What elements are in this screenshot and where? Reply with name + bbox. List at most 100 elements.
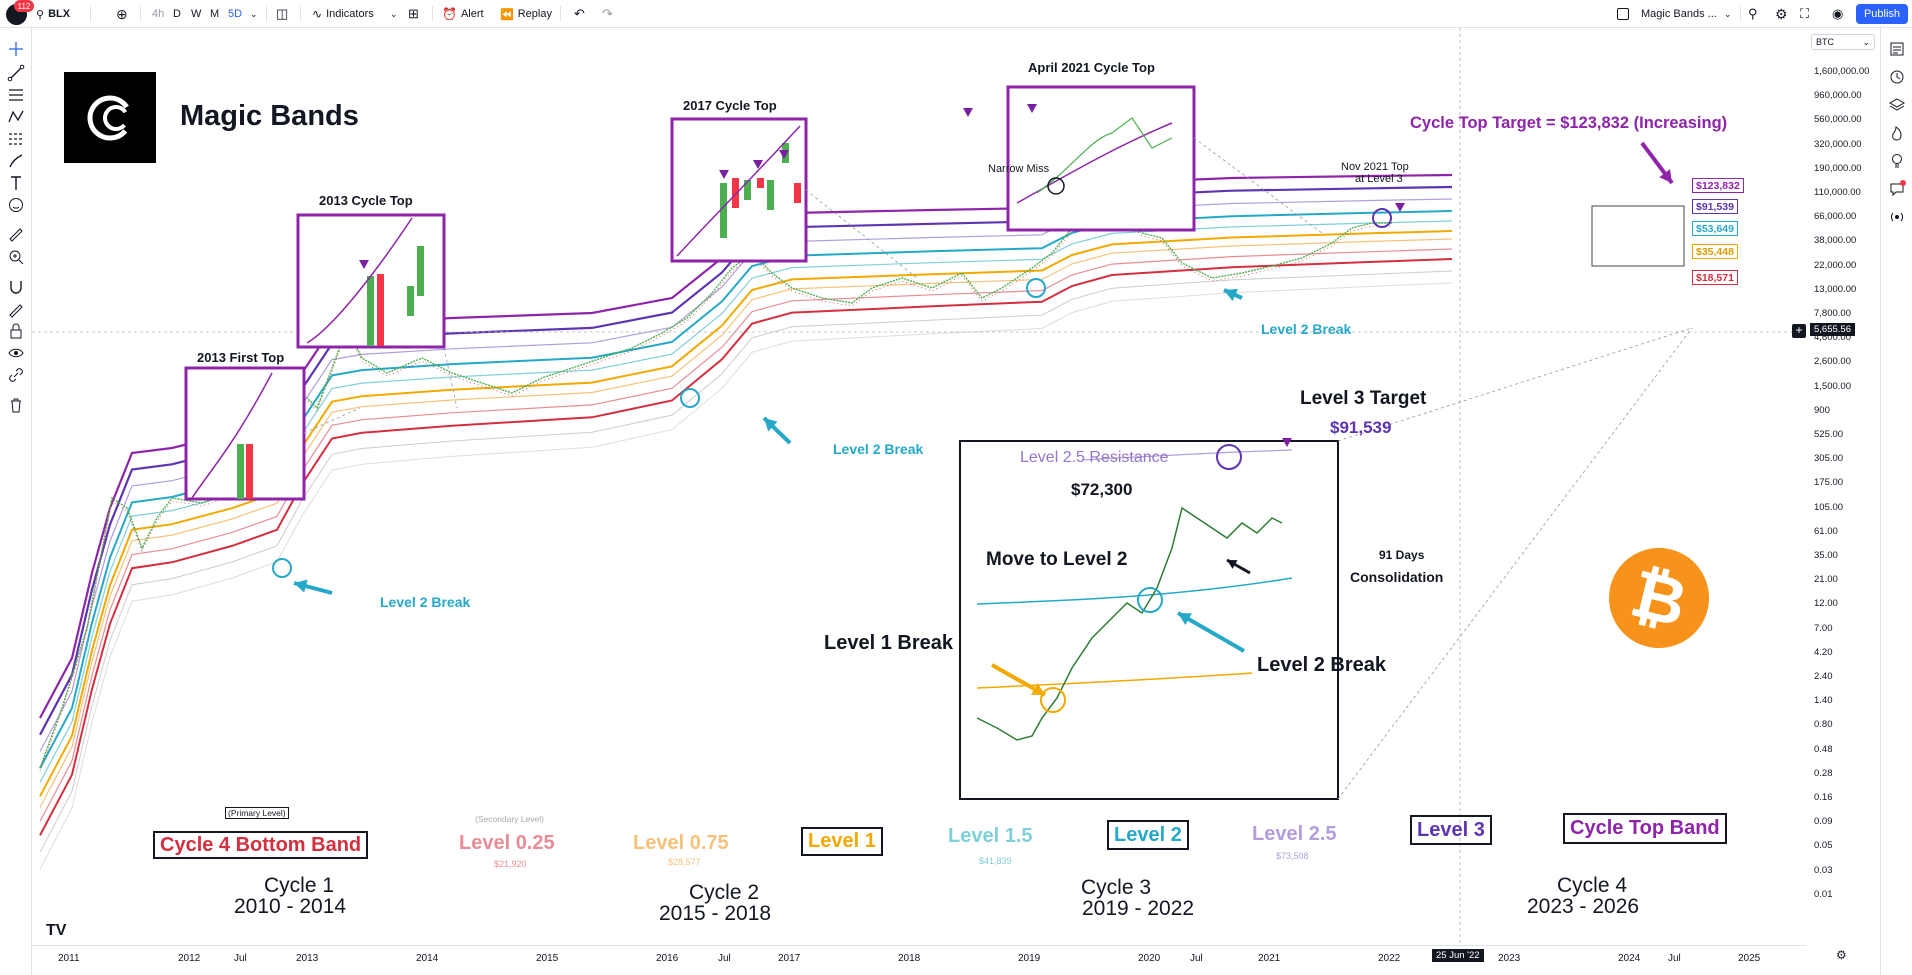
layout-checkbox[interactable] [1617,0,1629,28]
hotlist-flame-icon[interactable] [1888,124,1906,142]
text-icon[interactable] [7,174,25,192]
timeframe-4h[interactable]: 4h [152,8,165,20]
chevron-down-icon: ⌄ [1724,8,1732,19]
eye-icon[interactable] [7,344,25,362]
magnet-icon[interactable] [7,278,25,296]
timeframe-5d[interactable]: 5D [228,8,243,20]
plus-circle-icon: ⊕ [116,5,128,22]
title-april-2021-cycle-top: April 2021 Cycle Top [1028,60,1155,75]
trend-line-icon[interactable] [7,64,25,82]
link-icon[interactable] [7,366,25,384]
timeframe-dropdown[interactable]: ⌄ [250,0,258,28]
symbol-name: BLX [48,8,71,20]
alerts-clock-icon[interactable] [1888,68,1906,86]
nov-2021-top-sub: at Level 3 [1355,173,1403,185]
legend-level-25-value: $73,508 [1276,851,1309,861]
time-scale-label: 2024 [1618,953,1641,964]
time-scale-label: 2014 [416,953,439,964]
replay-button[interactable]: ⏪ Replay [500,0,552,28]
box-2013-first-top [184,366,306,501]
ruler-icon[interactable] [7,226,25,244]
connector-line [1337,327,1693,442]
undo-button[interactable]: ↶ [574,0,585,28]
chat-icon[interactable] [1888,180,1906,198]
timeframe-m[interactable]: M [210,8,220,20]
drawing-toolbar [0,28,32,975]
price-axis[interactable]: 1,600,000.00 960,000.00 560,000.00 320,000.… [1806,28,1880,948]
level-2-break-arrow-2-head [764,418,778,432]
top-marker-arrow [1282,438,1292,447]
time-axis-settings-icon[interactable]: ⚙ [1836,948,1847,962]
candle-down [757,178,764,188]
alert-button[interactable]: ⏰ Alert [442,0,484,28]
timeframe-d[interactable]: D [173,8,181,20]
level-1-break-circle [1040,687,1066,713]
legend-level-15: Level 1.5 [948,825,1033,847]
time-scale-label: 2022 [1378,953,1401,964]
currency-select[interactable]: BTC ⌄ [1811,34,1875,50]
layout-dropdown[interactable]: ⌄ [1724,0,1732,28]
drawing-mode-icon[interactable] [7,300,25,318]
quick-search-button[interactable]: ⚲ [1748,0,1758,28]
grid-icon: ⊞ [408,6,419,21]
inset-band-line [1016,122,1173,204]
top-marker-arrow [963,108,973,117]
cycle-2-name: Cycle 2 [689,881,760,904]
price-scale-label: 0.28 [1814,767,1833,779]
candles-icon: ◫ [276,6,289,21]
indicators-label: Indicators [326,8,374,20]
level2-break-label-3: Level 2 Break [1261,321,1352,337]
candle-up [237,444,244,499]
cycle-top-target-text: Cycle Top Target = $123,832 (Increasing) [1410,114,1728,132]
title-2017-cycle-top: 2017 Cycle Top [683,98,777,113]
fullscreen-button[interactable]: ⛶ [1800,0,1809,28]
ideas-bulb-icon[interactable] [1888,152,1906,170]
time-scale-label: 2025 [1738,953,1761,964]
time-scale-label: Jul [1190,953,1203,964]
cycle-2-years: 2015 - 2018 [659,902,772,925]
top-marker-arrow [359,260,369,269]
crosshair-icon[interactable] [7,40,25,58]
time-axis[interactable]: 2011 2012 Jul 2013 2014 2015 2016 Jul 2017 2018 20… [32,945,1806,975]
price-scale-label: 38,000.00 [1814,235,1857,247]
symbol-search[interactable]: ⚲ BLX [36,0,70,28]
settings-button[interactable]: ⚙ [1775,0,1788,28]
brush-icon[interactable] [7,152,25,170]
level-1-band-line [39,230,1453,797]
fib-retracement-icon[interactable] [7,86,25,104]
top-marker-arrow [1027,104,1037,113]
price-scale-label: 1.40 [1814,695,1833,707]
trash-icon[interactable] [7,396,25,414]
lock-icon[interactable] [7,322,25,340]
projection-icon[interactable] [7,130,25,148]
redo-button[interactable]: ↷ [602,0,613,28]
layouts-button[interactable]: ⊞ [408,0,419,28]
emoji-icon[interactable] [7,196,25,214]
time-scale-label: 2020 [1138,953,1161,964]
consolidation-label: Consolidation [1350,569,1444,585]
legend-bottom-band: Cycle 4 Bottom Band [153,831,369,859]
streams-icon[interactable] [1888,208,1906,226]
zoom-in-icon[interactable] [7,248,25,266]
timeframe-w[interactable]: W [191,8,202,20]
layout-name[interactable]: Magic Bands ... [1641,8,1717,20]
pattern-icon[interactable] [7,108,25,126]
watchlist-icon[interactable] [1888,40,1906,58]
indicators-dropdown[interactable]: ⌄ [390,0,398,28]
candle-up [367,276,374,346]
tag-cycle-top: $123,832 [1692,178,1744,193]
level-2-break-circle [1137,587,1163,613]
crosshair-plus-button[interactable]: + [1792,324,1806,338]
publish-button[interactable]: Publish [1856,4,1908,24]
snapshot-button[interactable]: ◉ [1832,0,1843,28]
magnifier-icon: ⚲ [1748,6,1758,21]
compare-button[interactable]: ⊕ [116,0,128,28]
layers-icon[interactable] [1888,96,1906,114]
legend-level-25: Level 2.5 [1252,823,1337,845]
legend-level-2: Level 2 [1107,820,1189,850]
chart-type-button[interactable]: ◫ [276,0,288,28]
level-025-band-line [39,248,1453,822]
chart-canvas[interactable] [32,28,1880,975]
indicators-button[interactable]: ∿ Indicators [312,0,374,28]
price-scale-label: 12.00 [1814,598,1838,610]
